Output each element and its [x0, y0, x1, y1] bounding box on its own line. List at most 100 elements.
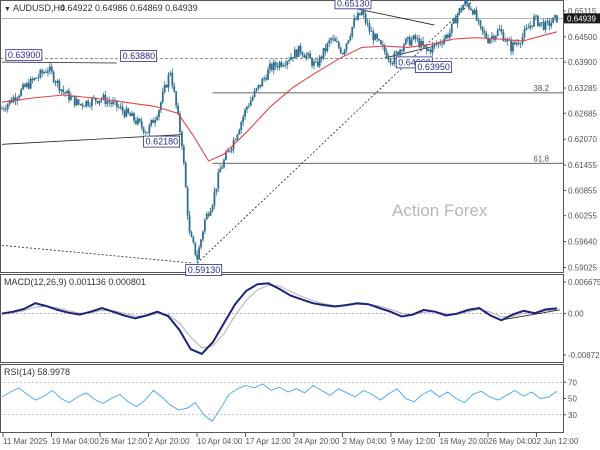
candle-body: [161, 91, 164, 103]
candle-body: [136, 118, 139, 124]
candle-body: [504, 40, 507, 42]
candle-body: [496, 30, 499, 36]
candle-body: [544, 21, 547, 30]
price-grid: [0, 18, 563, 59]
candle-body: [353, 18, 356, 27]
candle-body: [307, 53, 310, 56]
rsi-layer: [0, 381, 563, 422]
candle-body: [223, 159, 225, 168]
candle-body: [27, 83, 30, 89]
candle-body: [242, 116, 245, 123]
candle-body: [502, 32, 505, 41]
x-tick-label-2: 26 Mar 12:00: [100, 437, 148, 446]
candle-body: [219, 168, 222, 173]
candle-body: [22, 84, 24, 90]
candle-body: [194, 242, 197, 255]
candle-body: [133, 113, 135, 121]
candle-body: [506, 39, 509, 42]
fibonacci-levels: 38.2 61.8: [212, 84, 563, 164]
candle-body: [226, 150, 229, 153]
candle-body: [205, 213, 208, 220]
candle-body: [554, 15, 556, 18]
x-tick-label-11: 2 Jun 12:00: [537, 437, 579, 446]
candle-body: [437, 42, 440, 45]
candle-body: [556, 15, 558, 23]
candle-body: [131, 113, 134, 117]
candle-body: [337, 42, 340, 48]
candle-body: [213, 191, 216, 206]
candle-body: [548, 20, 551, 27]
candle-body: [456, 13, 459, 24]
candle-body: [45, 72, 47, 73]
candle-body: [401, 49, 403, 52]
candle-body: [422, 40, 424, 46]
candle-body: [158, 110, 160, 118]
candle-body: [320, 56, 323, 59]
candle-body: [202, 231, 204, 240]
candle-body: [198, 247, 201, 260]
candle-body: [448, 32, 451, 38]
candle-body: [286, 61, 289, 66]
candle-body: [410, 39, 413, 46]
candle-body: [301, 52, 304, 56]
candle-body: [246, 106, 248, 110]
candle-body: [47, 70, 49, 73]
x-tick-label-10: 26 May 04:00: [488, 437, 537, 446]
candle-body: [207, 213, 210, 216]
price-annotation-box-7: [414, 61, 452, 73]
candle-body: [303, 55, 306, 58]
candle-body: [221, 167, 223, 169]
candle-body: [309, 53, 312, 59]
x-tick-label-8: 9 May 12:00: [391, 437, 436, 446]
candle-body: [154, 119, 157, 123]
rsi-line: [1, 383, 558, 422]
current-price-label: 0.64939: [567, 14, 596, 23]
candle-body: [328, 40, 331, 44]
candle-body: [473, 10, 476, 15]
candle-body: [535, 15, 537, 17]
candle-body: [255, 88, 258, 91]
candle-body: [513, 42, 516, 45]
candle-body: [533, 16, 535, 27]
candle-body: [146, 132, 149, 134]
candle-body: [148, 125, 151, 134]
candle-body: [424, 45, 426, 47]
price-panel-frame: [0, 0, 564, 273]
candle-body: [98, 100, 101, 104]
trendline-lower-dashed: [1, 245, 194, 264]
candle-body: [24, 84, 26, 87]
candle-body: [483, 30, 486, 33]
candle-body: [159, 102, 162, 111]
macd-y-axis: 0.006675 0.00 -0.008724: [563, 278, 600, 360]
candle-body: [94, 97, 97, 101]
candle-body: [366, 22, 369, 24]
sma-layer: [1, 31, 558, 162]
macd-line: [1, 282, 558, 356]
candle-body: [336, 41, 338, 43]
candle-body: [180, 131, 183, 146]
candle-body: [119, 106, 122, 108]
candle-body: [326, 43, 329, 52]
candle-body: [295, 49, 298, 58]
candle-body: [278, 62, 281, 68]
candle-body: [370, 31, 373, 33]
candle-body: [81, 103, 84, 106]
candle-body: [418, 38, 421, 48]
candle-body: [60, 89, 63, 91]
candle-body: [4, 109, 7, 111]
current-price-tag: [564, 13, 600, 24]
candle-body: [531, 25, 534, 27]
candle-body: [50, 66, 53, 72]
candle-body: [538, 22, 541, 26]
candle-body: [140, 121, 143, 128]
candle-body: [234, 139, 237, 141]
candle-body: [542, 21, 545, 30]
symbol-marker-icon: ▼: [4, 6, 11, 13]
candle-body: [83, 105, 86, 107]
candle-body: [75, 99, 78, 106]
candle-body: [125, 108, 128, 117]
candle-body: [276, 66, 279, 68]
candle-body: [408, 36, 411, 46]
candle-body: [466, 0, 468, 4]
candle-body: [261, 78, 264, 87]
